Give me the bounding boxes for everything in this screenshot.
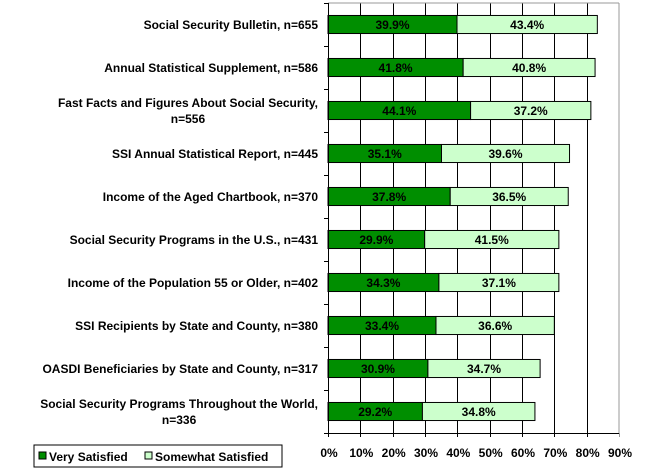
data-label: 36.6% bbox=[478, 319, 512, 333]
legend-label-very-satisfied: Very Satisfied bbox=[49, 450, 128, 464]
data-label: 41.5% bbox=[475, 233, 509, 247]
legend-swatch-somewhat-satisfied bbox=[144, 451, 153, 460]
data-label: 29.9% bbox=[359, 233, 393, 247]
bar-somewhat-satisfied bbox=[424, 229, 560, 250]
legend-label-somewhat-satisfied: Somewhat Satisfied bbox=[155, 450, 268, 464]
category-label: Social Security Bulletin, n=655 bbox=[144, 18, 319, 32]
bar-somewhat-satisfied bbox=[440, 143, 571, 164]
category-label: Fast Facts and Figures About Social Secu… bbox=[58, 96, 318, 110]
category-label: Income of the Aged Chartbook, n=370 bbox=[103, 190, 319, 204]
x-tick-label: 0% bbox=[320, 446, 338, 460]
legend: Very Satisfied Somewhat Satisfied bbox=[33, 444, 283, 468]
category-label: OASDI Beneficiaries by State and County,… bbox=[42, 362, 318, 376]
x-axis-ticks: 0% 10% 20% 30% 40% 50% 60% 70% 80% 90% bbox=[320, 433, 632, 460]
category-label: Income of the Population 55 or Older, n=… bbox=[68, 276, 319, 290]
x-tick-label: 80% bbox=[576, 446, 600, 460]
data-label: 39.6% bbox=[488, 147, 522, 161]
category-label: SSI Annual Statistical Report, n=445 bbox=[112, 147, 318, 161]
data-label: 40.8% bbox=[512, 61, 546, 75]
x-tick-label: 10% bbox=[349, 446, 373, 460]
category-label: n=556 bbox=[171, 112, 206, 126]
data-label: 39.9% bbox=[375, 18, 409, 32]
bars: 39.9% 43.4% 41.8% 40.8% 44.1% 37.2% 35.1% 39.6%… bbox=[327, 14, 598, 422]
data-label: 30.9% bbox=[361, 362, 395, 376]
data-label: 34.8% bbox=[462, 405, 496, 419]
data-label: 35.1% bbox=[368, 147, 402, 161]
data-label: 34.3% bbox=[366, 276, 400, 290]
axes bbox=[324, 2, 620, 434]
data-label: 34.7% bbox=[467, 362, 501, 376]
data-label: 33.4% bbox=[365, 319, 399, 333]
data-label: 36.5% bbox=[492, 190, 526, 204]
bar-somewhat-satisfied bbox=[449, 186, 569, 207]
x-tick-label: 40% bbox=[446, 446, 470, 460]
x-tick-label: 90% bbox=[608, 446, 632, 460]
category-label: Social Security Programs in the U.S., n=… bbox=[70, 233, 319, 247]
data-label: 29.2% bbox=[358, 405, 392, 419]
bar-somewhat-satisfied bbox=[462, 57, 596, 78]
category-label: SSI Recipients by State and County, n=38… bbox=[75, 319, 318, 333]
bar-somewhat-satisfied bbox=[427, 358, 541, 379]
x-tick-label: 70% bbox=[543, 446, 567, 460]
data-label: 43.4% bbox=[510, 18, 544, 32]
bar-somewhat-satisfied bbox=[470, 100, 592, 121]
category-label: n=336 bbox=[162, 413, 197, 427]
data-label: 37.1% bbox=[482, 276, 516, 290]
legend-box bbox=[33, 444, 283, 468]
data-label: 37.2% bbox=[514, 104, 548, 118]
bar-somewhat-satisfied bbox=[421, 401, 536, 422]
bar-somewhat-satisfied bbox=[435, 315, 555, 336]
data-label: 41.8% bbox=[379, 61, 413, 75]
data-label: 44.1% bbox=[382, 104, 416, 118]
category-label: Annual Statistical Supplement, n=586 bbox=[104, 61, 318, 75]
bar-somewhat-satisfied bbox=[438, 272, 560, 293]
category-label: Social Security Programs Throughout the … bbox=[40, 397, 318, 411]
x-tick-label: 30% bbox=[414, 446, 438, 460]
x-tick-label: 60% bbox=[511, 446, 535, 460]
legend-swatch-very-satisfied bbox=[38, 451, 47, 460]
category-labels: Social Security Bulletin, n=655 Annual St… bbox=[40, 18, 318, 427]
data-label: 37.8% bbox=[372, 190, 406, 204]
x-tick-label: 20% bbox=[382, 446, 406, 460]
x-tick-label: 50% bbox=[479, 446, 503, 460]
bar-somewhat-satisfied bbox=[456, 14, 598, 35]
